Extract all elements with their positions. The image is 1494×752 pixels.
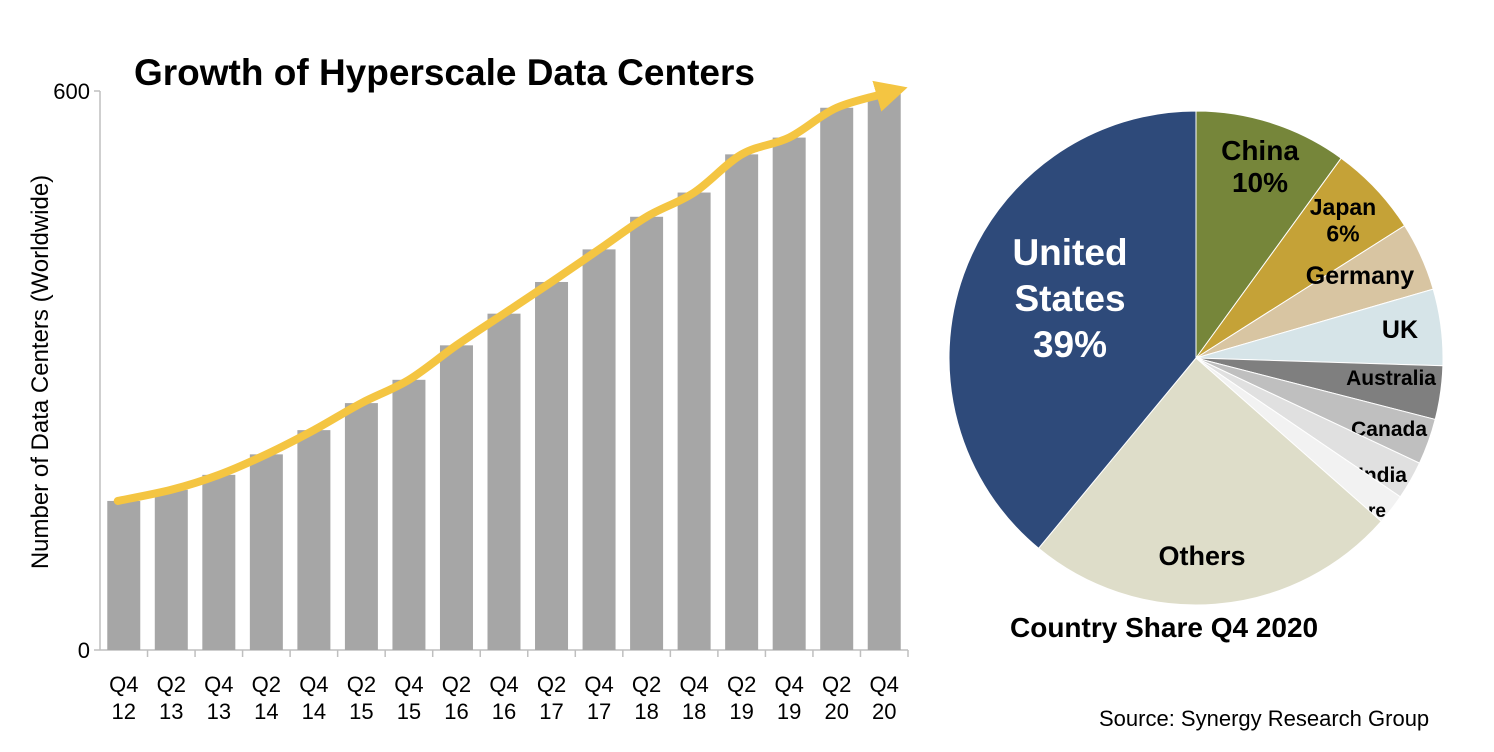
x-tick-label-year: 14 — [254, 699, 278, 724]
bar — [535, 281, 569, 650]
x-tick-label-year: 18 — [682, 699, 706, 724]
x-tick-label-year: 14 — [302, 699, 326, 724]
pie-label-australia: Australia — [1346, 367, 1436, 390]
x-tick-label-quarter: Q2 — [822, 672, 851, 697]
bar — [820, 107, 854, 650]
source-note: Source: Synergy Research Group — [1099, 706, 1430, 731]
bar — [677, 192, 711, 650]
y-tick-label: 0 — [78, 638, 90, 663]
bar — [107, 500, 141, 650]
x-tick-label-quarter: Q2 — [347, 672, 376, 697]
pie-pct-japan: 6% — [1326, 220, 1359, 246]
bar — [439, 345, 473, 650]
x-tick-label-year: 13 — [159, 699, 183, 724]
x-tick-label-year: 20 — [872, 699, 896, 724]
x-tick-label-year: 16 — [492, 699, 516, 724]
x-tick-label-quarter: Q2 — [537, 672, 566, 697]
x-tick-label-year: 19 — [729, 699, 753, 724]
x-tick-label-year: 15 — [349, 699, 373, 724]
x-tick-label-quarter: Q4 — [774, 672, 803, 697]
x-tick-label-quarter: Q4 — [584, 672, 613, 697]
y-tick-label: 600 — [53, 79, 90, 104]
x-tick-label-year: 16 — [444, 699, 468, 724]
bar — [154, 489, 188, 650]
bar — [725, 154, 759, 650]
pie-slice-china — [1195, 110, 1342, 360]
x-tick-label-quarter: Q2 — [252, 672, 281, 697]
bar — [867, 93, 901, 651]
bar — [344, 403, 378, 650]
x-tick-label-year: 13 — [207, 699, 231, 724]
x-tick-label-quarter: Q2 — [727, 672, 756, 697]
pie-label-united-states: United — [1012, 232, 1127, 273]
pie-pct-united-states: 39% — [1033, 324, 1107, 365]
bar — [202, 474, 236, 650]
x-tick-label-quarter: Q4 — [109, 672, 138, 697]
x-tick-label-quarter: Q2 — [157, 672, 186, 697]
x-tick-label-year: 17 — [587, 699, 611, 724]
x-tick-label-quarter: Q4 — [489, 672, 518, 697]
pie-label-others: Others — [1158, 541, 1245, 571]
chart-title: Growth of Hyperscale Data Centers — [134, 52, 755, 93]
pie-label-canada: Canada — [1351, 418, 1427, 441]
pie-pct-china: 10% — [1232, 167, 1288, 198]
x-tick-label-year: 18 — [634, 699, 658, 724]
bar — [630, 216, 664, 650]
bar — [772, 137, 806, 651]
pie-label-united-states: States — [1014, 278, 1125, 319]
bar — [487, 313, 521, 650]
x-tick-label-year: 15 — [397, 699, 421, 724]
x-tick-label-year: 20 — [824, 699, 848, 724]
x-tick-label-year: 19 — [777, 699, 801, 724]
x-tick-label-quarter: Q4 — [679, 672, 708, 697]
x-tick-label-quarter: Q4 — [204, 672, 233, 697]
pie-label-china: China — [1221, 135, 1299, 166]
x-tick-label-quarter: Q2 — [442, 672, 471, 697]
pie-slice-united-states — [948, 110, 1197, 550]
bar — [392, 379, 426, 650]
x-tick-label-year: 12 — [112, 699, 136, 724]
x-tick-label-quarter: Q4 — [394, 672, 423, 697]
trend-arrow — [113, 80, 908, 505]
x-tick-label-quarter: Q4 — [299, 672, 328, 697]
x-tick-label-quarter: Q4 — [870, 672, 899, 697]
x-tick-label-quarter: Q2 — [632, 672, 661, 697]
pie-label-japan: Japan — [1310, 194, 1376, 220]
pie-label-uk: UK — [1382, 316, 1418, 344]
bar — [582, 249, 616, 650]
bar — [249, 454, 283, 650]
pie-slice-others — [1037, 357, 1382, 606]
bar — [297, 430, 331, 650]
pie-title: Country Share Q4 2020 — [1010, 612, 1319, 643]
pie-label-germany: Germany — [1306, 262, 1414, 290]
x-tick-label-year: 17 — [539, 699, 563, 724]
